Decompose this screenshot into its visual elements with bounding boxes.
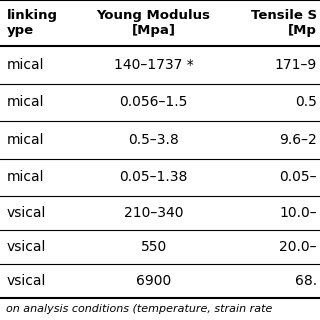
Text: Tensile S
[Mp: Tensile S [Mp	[251, 9, 317, 37]
Text: 0.056–1.5: 0.056–1.5	[119, 95, 188, 109]
Text: 9.6–2: 9.6–2	[279, 133, 317, 147]
Text: Young Modulus
[Mpa]: Young Modulus [Mpa]	[97, 9, 211, 37]
Text: mical: mical	[6, 58, 44, 72]
Text: 550: 550	[140, 240, 167, 254]
Text: vsical: vsical	[6, 206, 46, 220]
Text: 210–340: 210–340	[124, 206, 183, 220]
Text: 0.05–1.38: 0.05–1.38	[119, 170, 188, 184]
Text: 0.05–: 0.05–	[279, 170, 317, 184]
Text: 140–1737 *: 140–1737 *	[114, 58, 194, 72]
Text: mical: mical	[6, 95, 44, 109]
Text: 6900: 6900	[136, 274, 171, 288]
Text: mical: mical	[6, 170, 44, 184]
Text: on analysis conditions (temperature, strain rate: on analysis conditions (temperature, str…	[6, 304, 273, 314]
Text: vsical: vsical	[6, 274, 46, 288]
Text: 20.0–: 20.0–	[279, 240, 317, 254]
Text: 171–9: 171–9	[275, 58, 317, 72]
Text: mical: mical	[6, 133, 44, 147]
Text: 68.: 68.	[295, 274, 317, 288]
Text: 0.5–3.8: 0.5–3.8	[128, 133, 179, 147]
Text: vsical: vsical	[6, 240, 46, 254]
Text: 0.5: 0.5	[295, 95, 317, 109]
Text: 10.0–: 10.0–	[279, 206, 317, 220]
Text: linking
ype: linking ype	[6, 9, 57, 37]
